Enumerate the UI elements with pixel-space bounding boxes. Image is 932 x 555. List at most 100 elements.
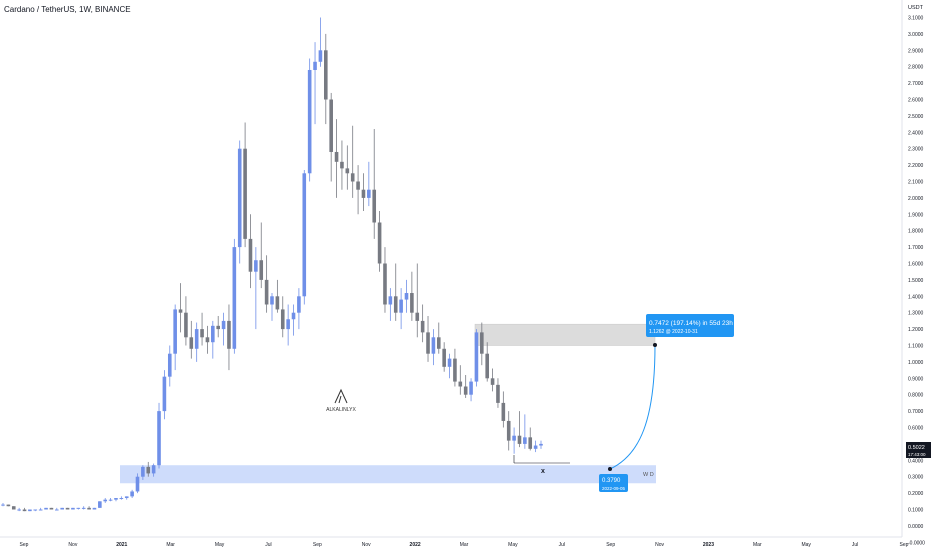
target-zone (474, 323, 656, 346)
candle-body (426, 332, 430, 354)
candle-body (463, 386, 468, 395)
candle-body (469, 381, 473, 395)
candle-body (388, 296, 393, 305)
candle-body (60, 507, 64, 510)
candle-body (453, 358, 457, 382)
candle-body (167, 353, 172, 377)
candle-body (367, 189, 371, 198)
candle-body (151, 465, 156, 474)
candle-body (539, 443, 543, 446)
candle-body (22, 509, 27, 512)
time-tick-label: Jul (852, 542, 858, 548)
candle-body (275, 296, 280, 310)
time-tick-label: Sep (20, 542, 29, 548)
start-label-box (599, 474, 628, 492)
candle-body (485, 353, 489, 379)
candle-body (442, 348, 446, 367)
candle-body (114, 498, 118, 500)
candle-body (517, 435, 522, 444)
price-tick-label: 0.2000 (908, 491, 924, 497)
candle-body (297, 296, 301, 313)
candle-body (38, 509, 43, 511)
candle-body (533, 445, 538, 449)
time-tick-label: 2023 (703, 542, 714, 548)
projection-curve (609, 344, 656, 470)
candle-body (103, 499, 108, 502)
price-axis-unit: USDT (908, 5, 924, 11)
time-tick-label: Mar (753, 542, 762, 548)
candle-body (431, 337, 436, 354)
candle-body (474, 332, 479, 382)
price-tick-label: 0.3000 (908, 475, 924, 481)
price-tick-label: 1.0000 (908, 360, 924, 366)
candle-body (189, 337, 194, 349)
candle-body (399, 299, 403, 313)
candle-body (420, 320, 425, 333)
start-label-date: 2022-09-05 (602, 486, 626, 491)
projection-start-dot (608, 467, 612, 471)
last-price-countdown: 17:43:00 (908, 452, 926, 457)
candle-body (506, 420, 511, 441)
price-tick-label: 0.0000 (908, 524, 924, 530)
candle-body (286, 319, 290, 330)
candle-body (87, 507, 91, 510)
candle-body (28, 509, 32, 512)
candle-body (33, 509, 38, 511)
candle-body (71, 507, 75, 510)
time-tick-label: Jul (265, 542, 271, 548)
time-tick-label: May (215, 542, 225, 548)
candle-body (135, 476, 140, 492)
candle-body (324, 50, 328, 100)
price-tick-label: 1.1000 (908, 344, 924, 350)
candle-body (17, 509, 21, 511)
time-tick-label: Sep (900, 542, 909, 548)
candle-body (194, 329, 199, 349)
time-tick-label: May (801, 542, 811, 548)
candle-body (436, 337, 441, 349)
candle-body (124, 496, 129, 499)
candle-body (248, 238, 253, 272)
time-tick-label: Nov (655, 542, 664, 548)
candle-body (55, 509, 59, 511)
candle-body (404, 293, 409, 300)
price-tick-label: 2.8000 (908, 65, 924, 71)
price-tick-label: 0.6000 (908, 426, 924, 432)
candle-body (254, 260, 258, 272)
candle-body (200, 329, 204, 338)
candle-body (501, 402, 506, 421)
candle-body (49, 507, 54, 510)
price-tick-label: 2.0000 (908, 196, 924, 202)
price-tick-label: 0.8000 (908, 393, 924, 399)
time-tick-label: May (508, 542, 518, 548)
candle-body (227, 320, 231, 349)
candle-body (523, 437, 527, 444)
candle-body (92, 507, 97, 510)
candle-body (415, 312, 420, 321)
price-tick-label: 1.6000 (908, 262, 924, 268)
candle-body (81, 507, 86, 509)
candle-body (184, 312, 188, 338)
price-tick-label: 1.4000 (908, 294, 924, 300)
candle-body (119, 498, 124, 500)
candle-body (393, 296, 398, 313)
price-tick-label: 1.3000 (908, 311, 924, 317)
price-tick-label: 2.3000 (908, 147, 924, 153)
candle-body (313, 61, 317, 70)
price-tick-label: 1.2000 (908, 327, 924, 333)
candle-body (270, 296, 274, 305)
candle-body (447, 358, 452, 367)
candle-body (232, 247, 237, 349)
candle-body (1, 504, 5, 506)
price-tick-label: 0.4000 (908, 458, 924, 464)
time-tick-label: Nov (68, 542, 77, 548)
candle-body (496, 384, 500, 403)
price-tick-label: 2.7000 (908, 81, 924, 87)
last-price-box (906, 442, 931, 458)
candle-body (243, 148, 247, 239)
candle-body (480, 332, 484, 354)
price-tick-label: 0.1000 (908, 508, 924, 514)
price-tick-label: 3.1000 (908, 16, 924, 22)
time-tick-label: Sep (313, 542, 322, 548)
